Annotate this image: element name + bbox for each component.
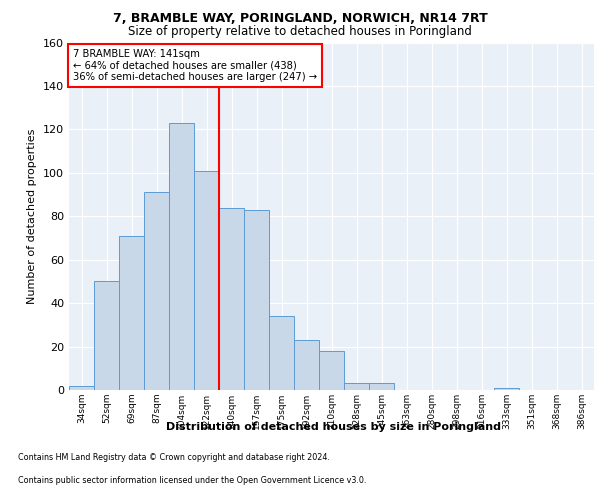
Text: Distribution of detached houses by size in Poringland: Distribution of detached houses by size … [166, 422, 500, 432]
Text: Size of property relative to detached houses in Poringland: Size of property relative to detached ho… [128, 25, 472, 38]
Y-axis label: Number of detached properties: Number of detached properties [28, 128, 37, 304]
Bar [194, 170, 219, 390]
Bar [219, 208, 244, 390]
Text: Contains HM Land Registry data © Crown copyright and database right 2024.: Contains HM Land Registry data © Crown c… [18, 454, 330, 462]
Bar [169, 123, 194, 390]
Bar [369, 384, 394, 390]
Text: 7 BRAMBLE WAY: 141sqm
← 64% of detached houses are smaller (438)
36% of semi-det: 7 BRAMBLE WAY: 141sqm ← 64% of detached … [73, 49, 317, 82]
Text: 7, BRAMBLE WAY, PORINGLAND, NORWICH, NR14 7RT: 7, BRAMBLE WAY, PORINGLAND, NORWICH, NR1… [113, 12, 487, 26]
Text: Contains public sector information licensed under the Open Government Licence v3: Contains public sector information licen… [18, 476, 367, 485]
Bar [294, 340, 319, 390]
Bar [344, 384, 369, 390]
Bar [269, 316, 294, 390]
Bar [119, 236, 144, 390]
Bar [144, 192, 169, 390]
Bar [69, 386, 94, 390]
Bar [94, 282, 119, 390]
Bar [319, 351, 344, 390]
Bar [494, 388, 519, 390]
Bar [244, 210, 269, 390]
